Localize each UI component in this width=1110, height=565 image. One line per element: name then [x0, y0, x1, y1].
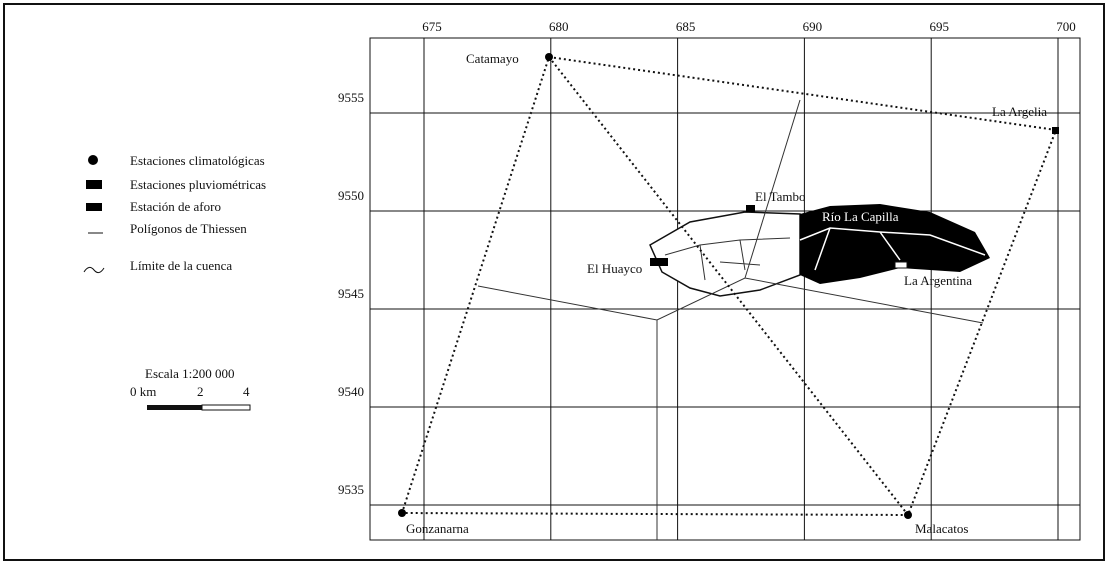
scale-bar — [201, 404, 251, 411]
legend-label: Estación de aforo — [130, 199, 221, 214]
station — [746, 205, 755, 212]
legend-label: Límite de la cuenca — [130, 258, 232, 273]
y-tick-label: 9555 — [338, 90, 364, 105]
legend-label: Polígonos de Thiessen — [130, 221, 247, 236]
station-label: El Huayco — [587, 261, 642, 276]
station-label: Malacatos — [915, 521, 968, 536]
basin-upper — [649, 211, 801, 297]
legend-symbol — [86, 180, 102, 189]
x-tick-label: 680 — [549, 19, 569, 34]
scale-title: Escala 1:200 000 — [145, 366, 235, 381]
y-tick-label: 9535 — [338, 482, 364, 497]
scale-bar — [147, 405, 202, 410]
y-tick-label: 9545 — [338, 286, 364, 301]
x-tick-label: 700 — [1056, 19, 1076, 34]
legend-label: Estaciones pluviométricas — [130, 177, 266, 192]
legend-label: Estaciones climatológicas — [130, 153, 265, 168]
station-label: Catamayo — [466, 51, 519, 66]
legend-symbol — [83, 266, 105, 274]
legend-symbol — [88, 155, 98, 165]
station — [398, 509, 406, 517]
rivers — [799, 227, 986, 271]
map-frame — [369, 37, 1081, 541]
x-tick-label: 695 — [929, 19, 949, 34]
x-tick-label: 685 — [676, 19, 696, 34]
station — [894, 261, 908, 269]
scale-label: 2 — [197, 384, 204, 399]
station-label: Gonzanarna — [406, 521, 469, 536]
scale-label: 0 km — [130, 384, 156, 399]
station — [650, 258, 668, 266]
station-label: La Argentina — [904, 273, 972, 288]
y-tick-label: 9540 — [338, 384, 364, 399]
station-label: La Argelia — [992, 104, 1047, 119]
river-label: Río La Capilla — [822, 209, 899, 224]
thiessen-lines — [477, 99, 984, 540]
basin-black — [800, 204, 990, 284]
y-tick-label: 9550 — [338, 188, 364, 203]
station — [545, 53, 553, 61]
station — [1052, 127, 1059, 134]
scale-label: 4 — [243, 384, 250, 399]
tributaries — [664, 237, 791, 281]
x-tick-label: 690 — [803, 19, 823, 34]
border — [3, 3, 1105, 561]
x-tick-label: 675 — [422, 19, 442, 34]
station-label: El Tambo — [755, 189, 805, 204]
legend-symbol — [86, 203, 102, 211]
station — [904, 511, 912, 519]
